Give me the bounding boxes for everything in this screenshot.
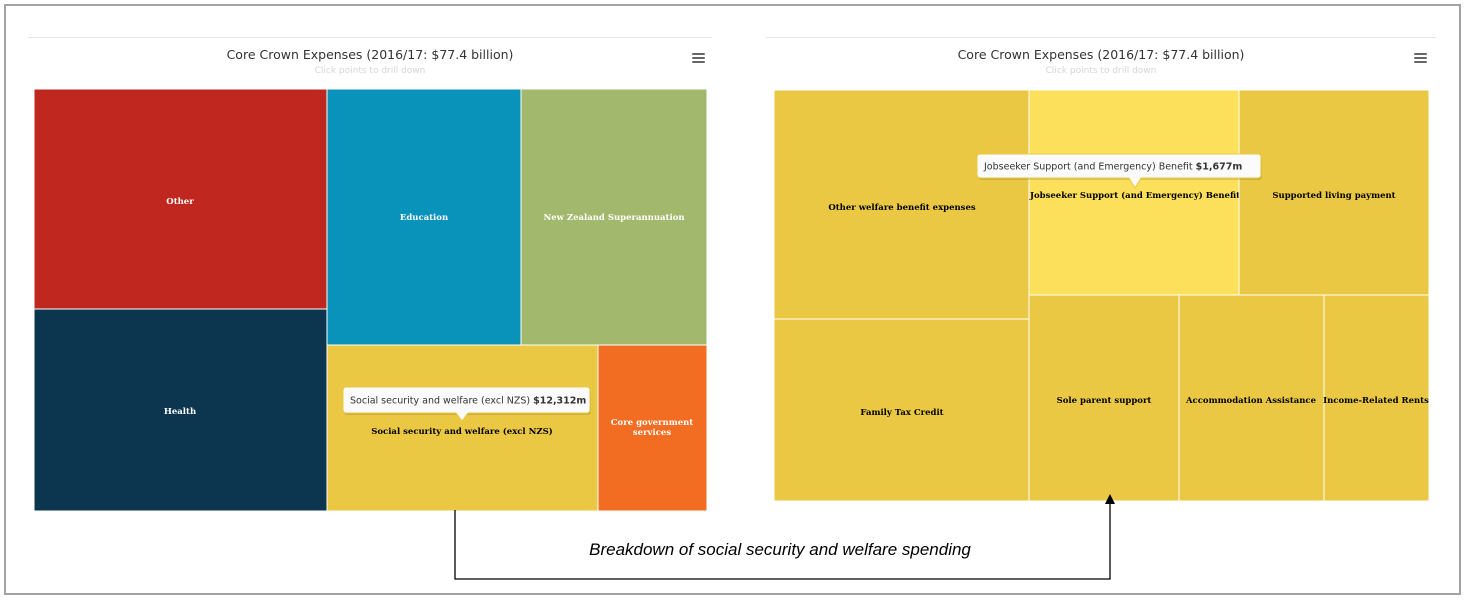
- treemap-cell-family-tax-credit[interactable]: Family Tax Credit: [773, 318, 1030, 502]
- treemap-left: Other Health Education New Zealand Superann…: [33, 88, 708, 512]
- treemap-cell-other[interactable]: Other: [33, 88, 328, 310]
- treemap-cell-supported-living-payment[interactable]: Supported living payment: [1238, 89, 1430, 296]
- treemap-cell-label: Supported living payment: [1272, 191, 1395, 201]
- treemap-cell-label: Jobseeker Support (and Emergency) Benefi…: [1029, 190, 1240, 201]
- treemap-cell-label: New Zealand Superannuation: [543, 213, 684, 223]
- treemap-cell-social-security-and-welfare-excl-nzs[interactable]: Social security and welfare (excl NZS): [326, 344, 599, 512]
- treemap-cell-rect[interactable]: [1238, 89, 1430, 296]
- treemap-cell-label: Core government services: [611, 418, 693, 438]
- tooltip-label: Social security and welfare (excl NZS): [350, 396, 533, 407]
- treemap-cell-label: Education: [400, 213, 448, 223]
- treemap-cell-accommodation-assistance[interactable]: Accommodation Assistance: [1178, 294, 1325, 502]
- treemap-cell-label: Other welfare benefit expenses: [828, 203, 976, 213]
- caption: Breakdown of social security and welfare…: [589, 540, 971, 559]
- treemap-cell-core-government-services[interactable]: Core government services: [597, 344, 708, 512]
- treemap-cell-rect[interactable]: [1178, 294, 1325, 502]
- tooltip-box: [342, 386, 591, 422]
- treemap-cell-rect[interactable]: [773, 318, 1030, 502]
- chart-subtitle: Click points to drill down: [314, 66, 426, 76]
- treemap-cell-rect[interactable]: [520, 88, 708, 346]
- treemap-cell-label: Other: [166, 197, 194, 207]
- treemap-cell-label: Income-Related Rents: [1323, 396, 1429, 406]
- treemap-cell-education[interactable]: Education: [326, 88, 522, 346]
- chart-title: Core Crown Expenses (2016/17: $77.4 bill…: [957, 47, 1245, 62]
- chart-subtitle: Click points to drill down: [1045, 66, 1157, 76]
- treemap-cell-rect[interactable]: [1323, 294, 1430, 502]
- tooltip-text: Jobseeker Support (and Emergency) Benefi…: [983, 162, 1242, 173]
- treemap-cell-rect[interactable]: [326, 344, 599, 512]
- treemap-cell-rect[interactable]: [33, 88, 328, 310]
- treemap-cell-label: Health: [164, 407, 196, 417]
- tooltip-label: Jobseeker Support (and Emergency) Benefi…: [983, 162, 1196, 173]
- treemap-cell-label: Accommodation Assistance: [1185, 396, 1317, 406]
- tooltip-text: Social security and welfare (excl NZS) $…: [350, 396, 586, 407]
- treemap-cell-label: Sole parent support: [1057, 396, 1152, 406]
- treemap-cell-new-zealand-superannuation[interactable]: New Zealand Superannuation: [520, 88, 708, 346]
- tooltip-value: $1,677m: [1196, 162, 1243, 173]
- treemap-cell-label: Family Tax Credit: [860, 408, 943, 418]
- treemap-cell-sole-parent-support[interactable]: Sole parent support: [1028, 294, 1180, 502]
- tooltip-value: $12,312m: [533, 396, 586, 407]
- treemap-cell-label: Social security and welfare (excl NZS): [371, 426, 553, 437]
- treemap-right: Other welfare benefit expenses Jobseeker …: [773, 89, 1430, 502]
- tooltip-box: [976, 153, 1262, 189]
- treemap-cell-health[interactable]: Health: [33, 308, 328, 512]
- hamburger-menu-icon[interactable]: [692, 53, 705, 63]
- treemap-cell-rect[interactable]: [1028, 294, 1180, 502]
- tooltip: Jobseeker Support (and Emergency) Benefi…: [976, 153, 1262, 189]
- panel-divider: [28, 37, 712, 38]
- treemap-cell-rect[interactable]: [773, 89, 1030, 320]
- treemap-cell-other-welfare-benefit-expenses[interactable]: Other welfare benefit expenses: [773, 89, 1030, 320]
- panel-divider: [766, 37, 1436, 38]
- treemap-cell-income-related-rents[interactable]: Income-Related Rents: [1323, 294, 1430, 502]
- tooltip: Social security and welfare (excl NZS) $…: [342, 386, 591, 422]
- chart-title: Core Crown Expenses (2016/17: $77.4 bill…: [226, 47, 514, 62]
- treemap-cell-rect[interactable]: [33, 308, 328, 512]
- treemap-cell-jobseeker-support-and-emergency-benefit[interactable]: Jobseeker Support (and Emergency) Benefi…: [1028, 89, 1240, 296]
- treemap-cell-rect[interactable]: [1028, 89, 1240, 296]
- treemap-cell-rect[interactable]: [597, 344, 708, 512]
- hamburger-menu-icon[interactable]: [1414, 53, 1427, 63]
